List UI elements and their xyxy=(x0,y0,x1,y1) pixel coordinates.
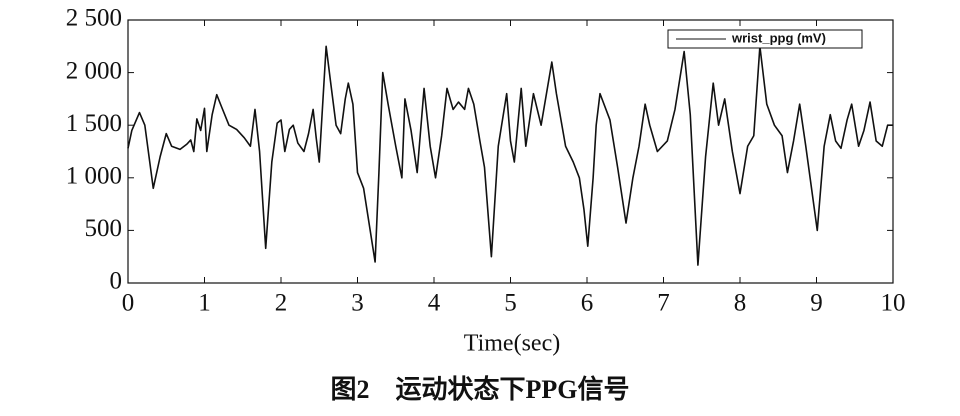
y-tick-label: 0 xyxy=(110,268,123,295)
x-tick-label: 4 xyxy=(428,290,441,317)
plot-frame xyxy=(127,19,894,284)
y-tick-label: 2 000 xyxy=(66,57,122,84)
legend-label: wrist_ppg (mV) xyxy=(731,30,826,45)
x-tick-label: 1 xyxy=(198,290,211,317)
x-tick-label: 8 xyxy=(734,290,747,317)
x-tick-label: 3 xyxy=(351,290,364,317)
y-tick-label: 1 000 xyxy=(66,163,122,190)
data-line xyxy=(127,45,893,266)
x-tick-label: 9 xyxy=(810,290,823,317)
legend-box xyxy=(667,29,863,49)
x-tick-label: 5 xyxy=(504,290,517,317)
y-tick-label: 500 xyxy=(85,215,123,242)
x-axis-label: Time(sec) xyxy=(464,331,560,357)
y-tick-label: 1 500 xyxy=(66,110,122,137)
x-tick-label: 0 xyxy=(122,290,135,317)
x-tick-label: 10 xyxy=(881,290,906,317)
x-tick-label: 6 xyxy=(581,290,594,317)
y-tick-label: 2 500 xyxy=(66,5,122,32)
x-tick-label: 2 xyxy=(275,290,288,317)
x-tick-label: 7 xyxy=(657,290,670,317)
chart-title: 图2 运动状态下PPG信号 xyxy=(331,374,630,404)
